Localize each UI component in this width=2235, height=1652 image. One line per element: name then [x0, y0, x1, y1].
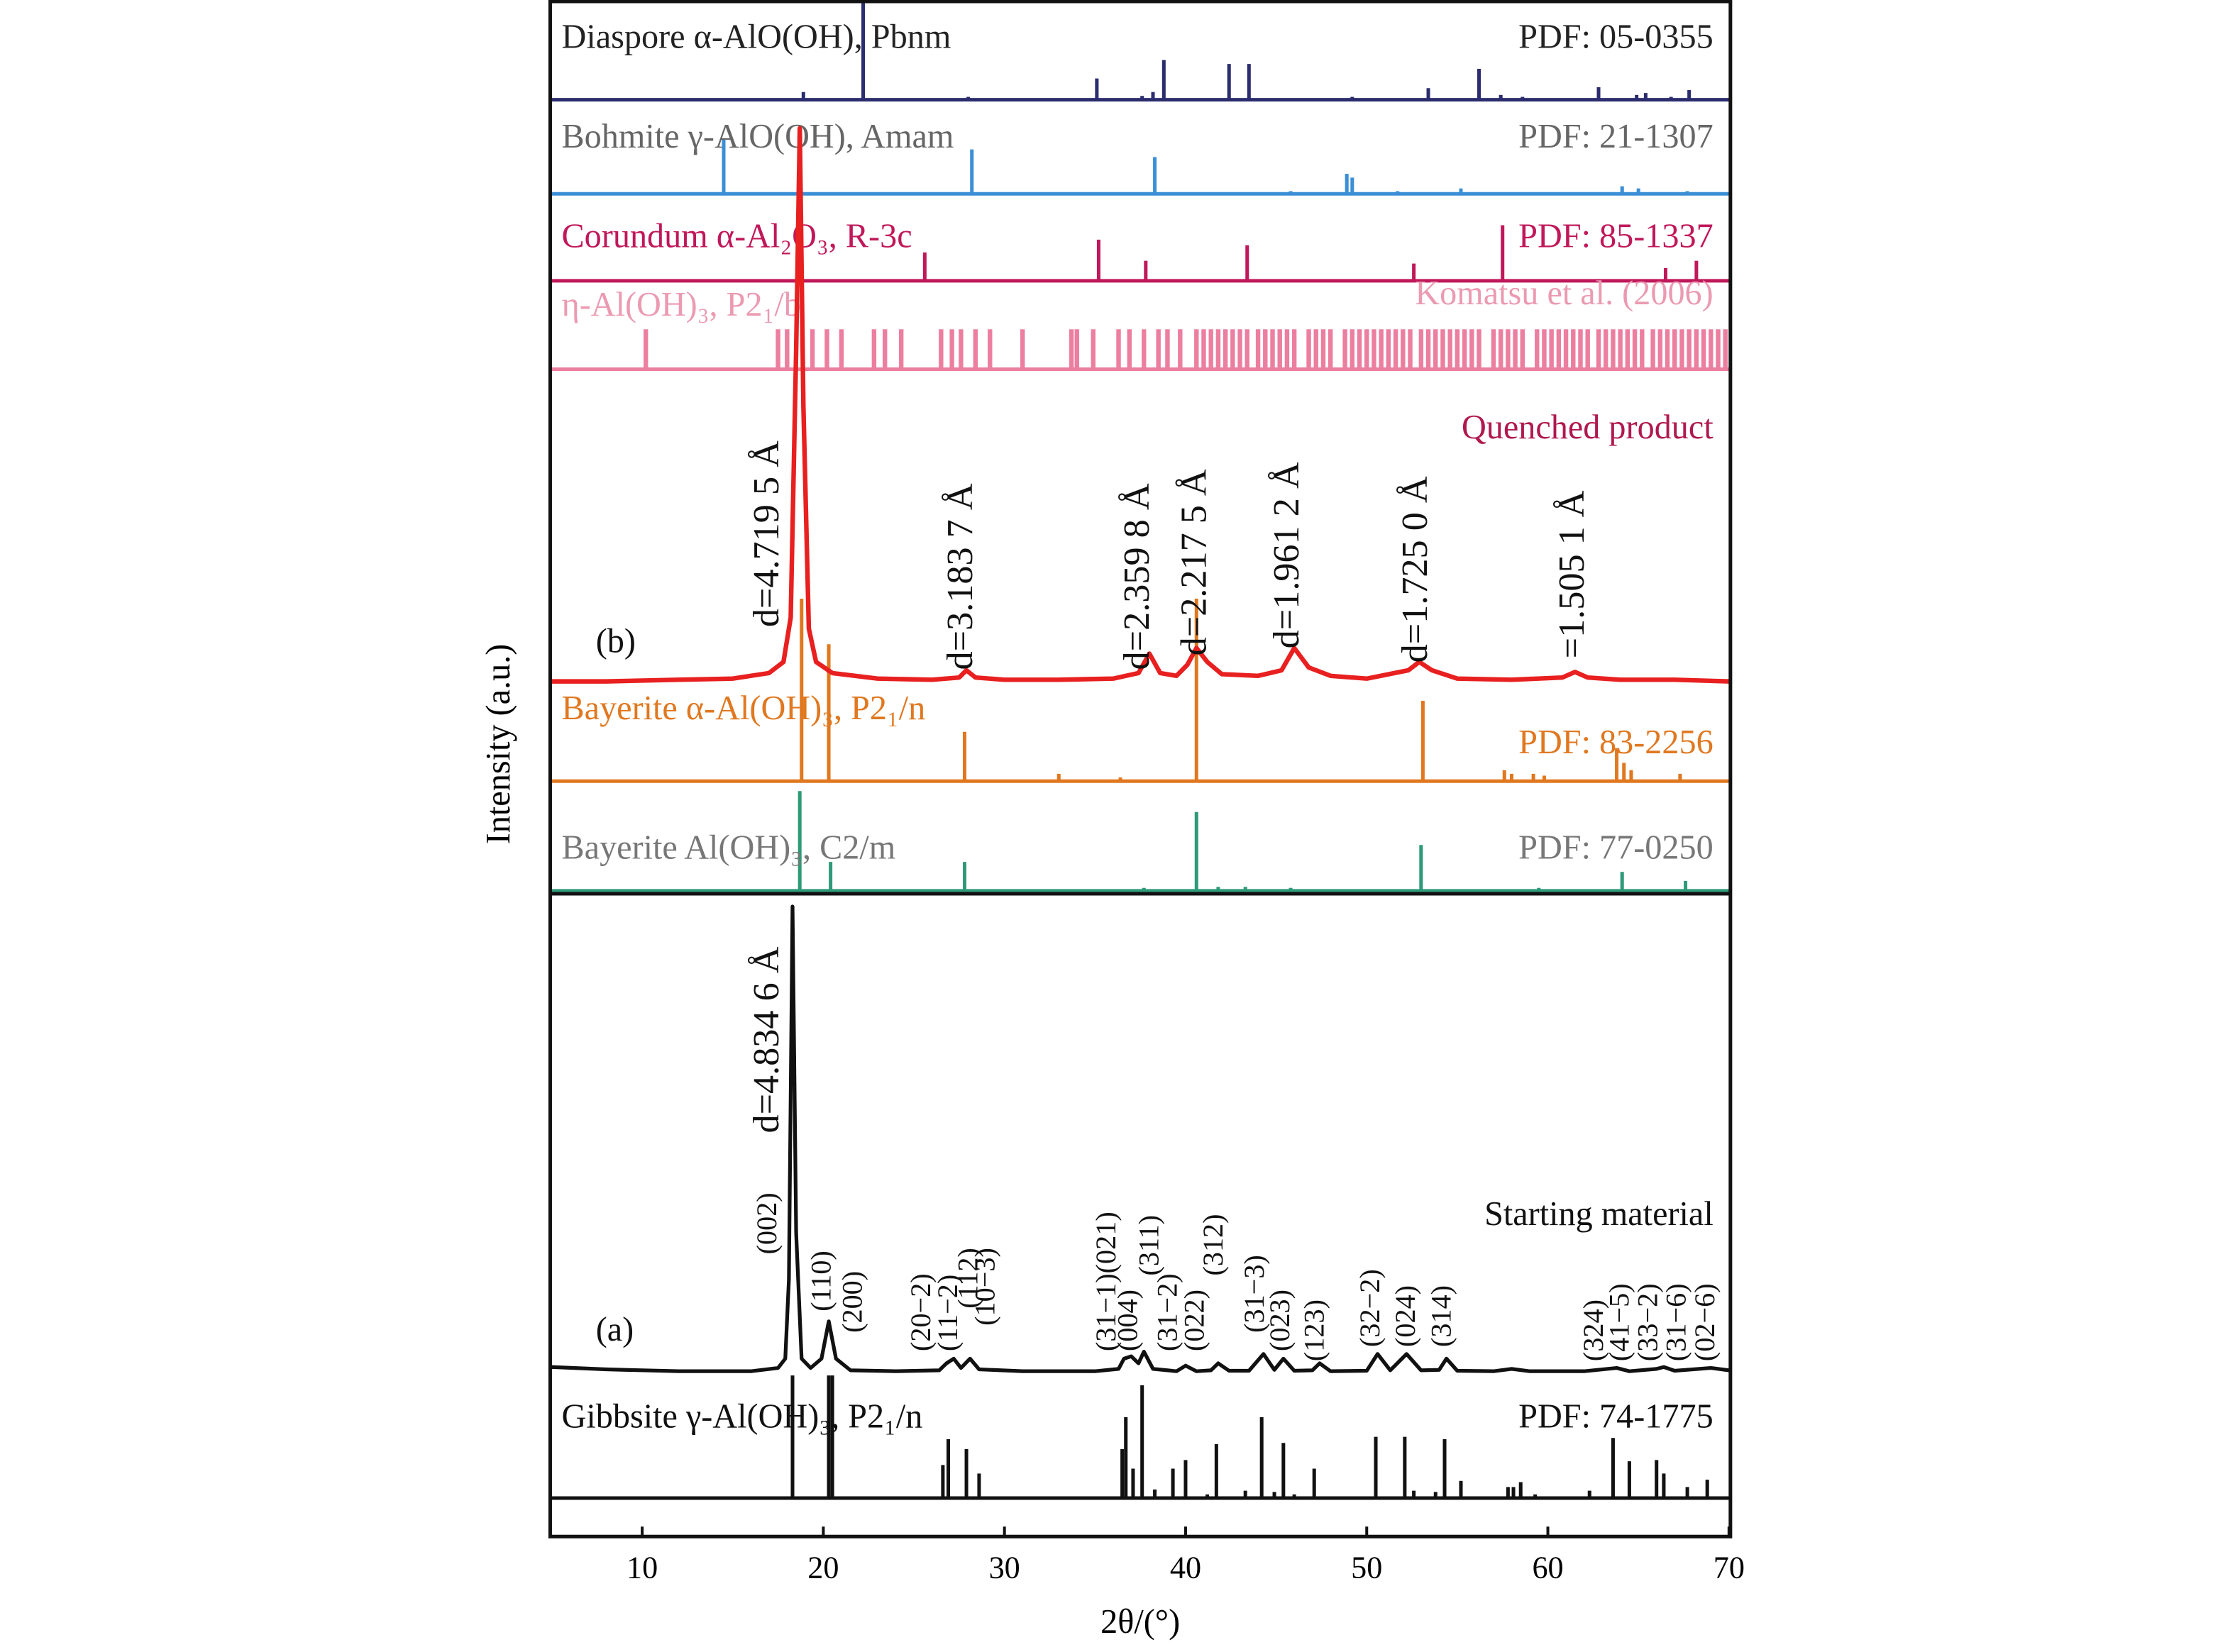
peak-annotation: (31−3) [1238, 1255, 1270, 1333]
peak-annotation: (022) [1179, 1290, 1210, 1351]
measured-pattern [551, 904, 1730, 1373]
peak-annotation: (024) [1389, 1285, 1421, 1347]
panel-label: (a) [596, 1311, 634, 1348]
peak-annotation: (002) [751, 1192, 783, 1254]
peak-annotation: (02−6) [1689, 1283, 1721, 1361]
x-tick-label: 20 [807, 1551, 839, 1585]
peak-annotation: (200) [837, 1271, 868, 1333]
peak-annotation: (31−2) [1152, 1273, 1183, 1351]
x-tick-label: 50 [1351, 1551, 1382, 1585]
peak-annotation: =1.505 1 Å [1551, 490, 1592, 658]
peak-annotation: (312) [1197, 1214, 1229, 1275]
x-tick-label: 40 [1170, 1551, 1201, 1585]
peak-annotation: (311) [1132, 1215, 1164, 1276]
peak-annotation: d=1.961 2 Å [1266, 462, 1307, 648]
reference-source: PDF: 74-1775 [1518, 1398, 1714, 1436]
peak-annotation: (31−6) [1660, 1283, 1692, 1361]
peak-annotation: (004) [1111, 1290, 1143, 1351]
measured-pattern [551, 126, 1729, 684]
peak-annotation: (10−3) [968, 1248, 1000, 1326]
reference-name: Bohmite γ-AlO(OH), Amam [562, 118, 954, 155]
x-tick-label: 30 [989, 1551, 1020, 1585]
peak-annotation: d=4.834 6 Å [746, 946, 787, 1133]
y-axis-label: Intensity (a.u.) [480, 644, 517, 845]
peak-annotation: d=4.719 5 Å [746, 440, 787, 627]
reference-name: Corundum α-Al₂O₃, R-3c [562, 218, 912, 255]
reference-source: PDF: 83-2256 [1518, 724, 1714, 761]
reference-name: Diaspore α-AlO(OH), Pbnm [562, 18, 951, 55]
peak-annotation: d=1.725 0 Å [1394, 476, 1435, 663]
peak-annotation: d=2.359 8 Å [1116, 483, 1157, 670]
peak-annotation: (123) [1298, 1299, 1330, 1361]
peak-annotation: (023) [1264, 1290, 1296, 1351]
peak-annotation: (33−2) [1632, 1283, 1664, 1361]
peak-annotation: (31−1)(021) [1090, 1212, 1122, 1351]
peak-annotation: (110) [805, 1251, 837, 1312]
x-tick-label: 60 [1532, 1551, 1563, 1585]
plot-frame [548, 0, 1733, 1539]
pattern-name: Quenched product [1462, 409, 1714, 446]
reference-name: Gibbsite γ-Al(OH)₃, P2₁/n [562, 1398, 923, 1436]
peak-annotation: (11−2) [932, 1275, 964, 1351]
peak-annotation: (41−5) [1603, 1283, 1635, 1361]
peak-annotation: (20−2) [905, 1273, 937, 1351]
reference-source: Komatsu et al. (2006) [1415, 275, 1713, 312]
reference-source: PDF: 21-1307 [1518, 118, 1714, 155]
reference-source: PDF: 77-0250 [1518, 829, 1714, 867]
x-tick-label: 10 [627, 1551, 658, 1585]
reference-name: Bayerite α-Al(OH)₃, P2₁/n [562, 689, 926, 727]
peak-annotation: (112) [951, 1248, 983, 1309]
pattern-name: Starting material [1484, 1195, 1714, 1233]
peak-annotation: (32−2) [1354, 1269, 1386, 1347]
x-axis-label: 2θ/(°) [1100, 1603, 1180, 1641]
reference-name: η-Al(OH)₃, P2₁/b [562, 286, 801, 323]
peak-annotation: d=3.183 7 Å [939, 483, 981, 670]
reference-source: PDF: 85-1337 [1518, 218, 1714, 255]
reference-source: PDF: 05-0355 [1518, 18, 1714, 55]
panel-label: (b) [596, 622, 636, 660]
reference-name: Bayerite Al(OH)₃, C2/m [562, 829, 896, 867]
x-tick-label: 70 [1714, 1551, 1745, 1585]
peak-annotation: (324) [1577, 1299, 1609, 1361]
peak-annotation: d=2.217 5 Å [1173, 469, 1214, 655]
peak-annotation: (314) [1425, 1285, 1457, 1347]
